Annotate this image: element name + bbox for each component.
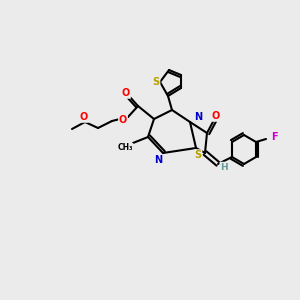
Text: F: F: [271, 132, 277, 142]
Text: O: O: [80, 112, 88, 122]
Text: N: N: [154, 155, 162, 165]
Text: S: S: [152, 77, 160, 87]
Text: O: O: [122, 88, 130, 98]
Text: O: O: [119, 115, 127, 125]
Text: N: N: [194, 112, 202, 122]
Text: CH₃: CH₃: [117, 143, 133, 152]
Text: O: O: [212, 111, 220, 121]
Text: S: S: [194, 150, 202, 160]
Text: H: H: [220, 163, 228, 172]
